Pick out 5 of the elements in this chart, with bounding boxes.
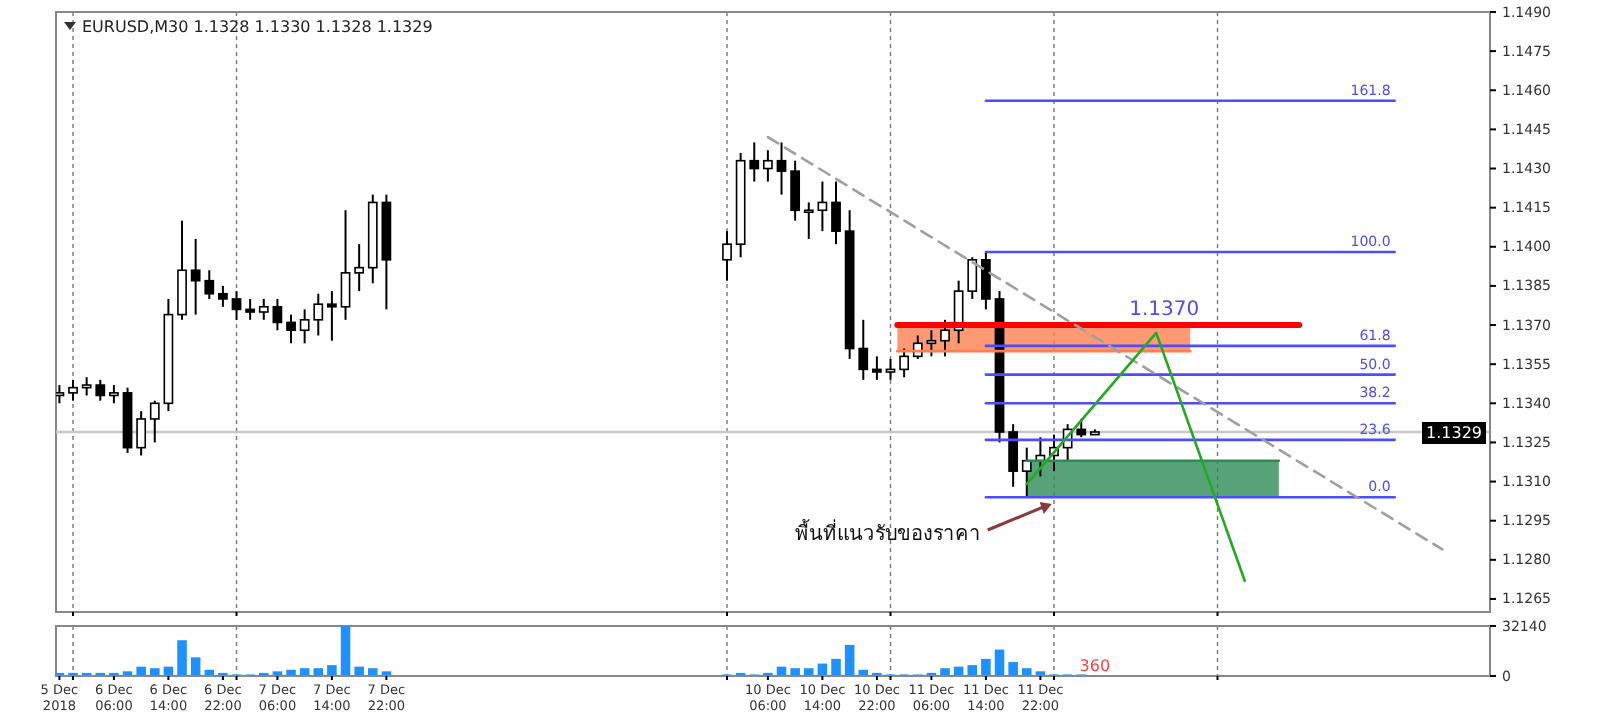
annotation: พื้นที่แนวรับของราคา: [794, 518, 981, 546]
ref-line-label: 1.1329: [1426, 424, 1482, 442]
chart-title: EURUSD,M30 1.1328 1.1330 1.1328 1.1329: [82, 18, 433, 36]
annotation: 360: [1079, 657, 1111, 676]
series-label: 1.1370: [1129, 299, 1200, 322]
